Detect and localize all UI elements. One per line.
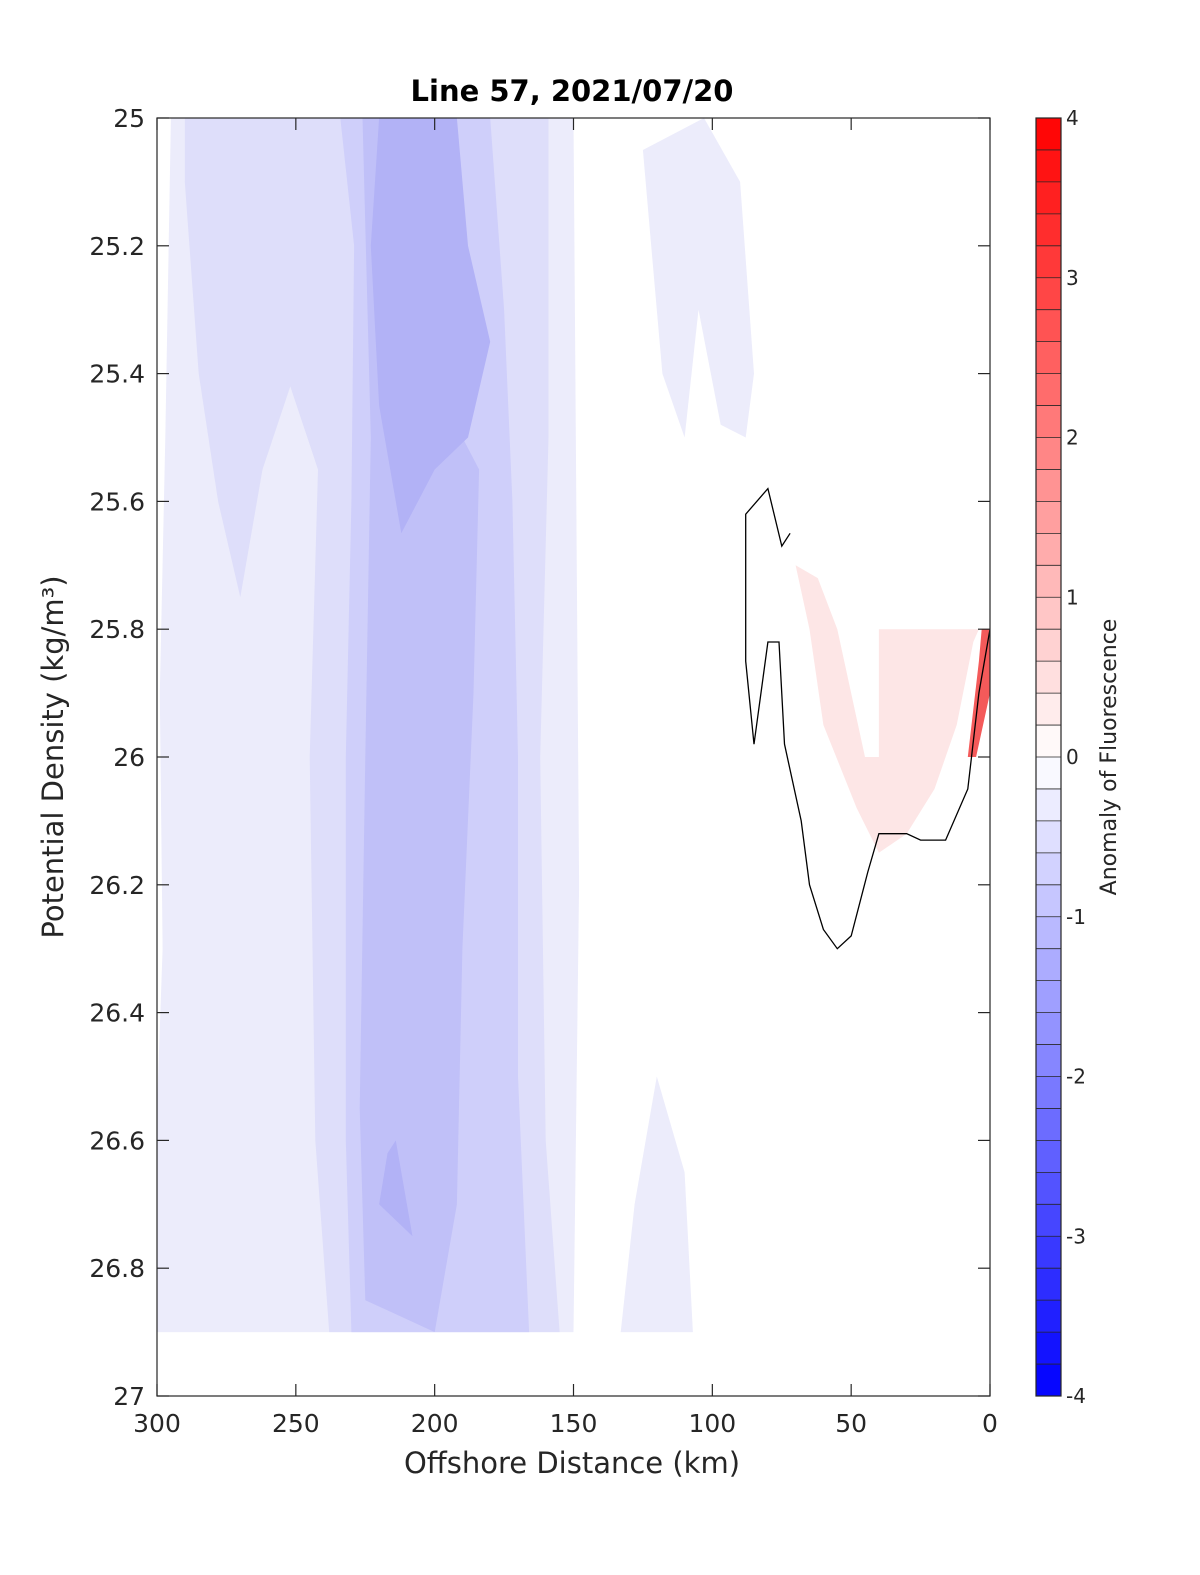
colorbar-level [1036, 1268, 1061, 1301]
x-tick-label: 200 [411, 1409, 459, 1438]
colorbar-tick-label: 0 [1066, 745, 1079, 769]
contour-lines [745, 487, 990, 950]
colorbar-level [1036, 1236, 1061, 1269]
colorbar-level [1036, 980, 1061, 1013]
x-tick-label: 150 [550, 1409, 598, 1438]
colorbar-level [1036, 437, 1061, 470]
contour-region-6 [370, 118, 491, 534]
colorbar-level [1036, 118, 1061, 151]
colorbar-level [1036, 820, 1061, 854]
colorbar-frame [1035, 117, 1062, 1397]
colorbar-level [1036, 1076, 1061, 1109]
colorbar-level [1036, 1204, 1061, 1237]
x-tick-label: 300 [133, 1409, 181, 1438]
colorbar-tick-label: -3 [1066, 1224, 1086, 1248]
colorbar-level [1036, 693, 1061, 726]
colorbar-level [1036, 1300, 1061, 1333]
colorbar-level [1036, 245, 1061, 279]
y-tick-label: 27 [113, 1382, 145, 1411]
colorbar-level [1036, 373, 1061, 406]
colorbar-tick-label: -2 [1066, 1065, 1086, 1089]
colorbar-tick-label: -1 [1066, 905, 1086, 929]
colorbar-tick-label: 1 [1066, 585, 1079, 609]
colorbar-level [1036, 948, 1061, 981]
x-tick-label: 100 [688, 1409, 736, 1438]
x-tick-label: 250 [272, 1409, 320, 1438]
colorbar-level [1036, 629, 1061, 662]
colorbar-level [1036, 1108, 1061, 1141]
contour-regions [157, 118, 990, 1333]
colorbar-level [1036, 277, 1061, 310]
contour-region-1 [642, 118, 754, 438]
colorbar-level [1036, 341, 1061, 374]
y-tick-label: 26.2 [89, 871, 145, 900]
colorbar-level [1036, 884, 1061, 918]
x-tick-label: 50 [835, 1409, 867, 1438]
colorbar-label: Anomaly of Fluorescence [1097, 619, 1122, 896]
colorbar-level [1036, 213, 1061, 247]
y-axis: 25 25.2 25.4 25.6 25.8 26 26.2 26.4 26.6 26.8 27 [89, 104, 990, 1411]
colorbar-level [1036, 1012, 1061, 1045]
colorbar-level [1036, 501, 1061, 534]
colorbar-level [1036, 149, 1061, 183]
colorbar-level [1036, 1364, 1061, 1397]
colorbar-level [1036, 757, 1061, 790]
colorbar-level [1036, 852, 1061, 886]
colorbar-level [1036, 788, 1061, 822]
contour-line-zero [745, 487, 990, 950]
contour-region-7 [379, 1140, 413, 1237]
colorbar-tick-label: 3 [1066, 266, 1079, 290]
colorbar-level [1036, 1172, 1061, 1205]
colorbar-level [1036, 661, 1061, 694]
colorbar-level [1036, 405, 1061, 438]
contour-region-2 [620, 1076, 693, 1333]
colorbar-level [1036, 181, 1061, 215]
y-tick-label: 26.6 [89, 1126, 145, 1155]
colorbar-level [1036, 1140, 1061, 1173]
y-tick-label: 26 [113, 743, 145, 772]
colorbar-level [1036, 1332, 1061, 1365]
y-tick-label: 25 [113, 104, 145, 133]
y-tick-label: 26.8 [89, 1254, 145, 1283]
colorbar-tick-label: 2 [1066, 426, 1079, 450]
x-axis-label: Offshore Distance (km) [404, 1446, 740, 1480]
colorbar-level [1036, 309, 1061, 342]
colorbar-level [1036, 725, 1061, 758]
y-axis-label: Potential Density (kg/m³) [36, 575, 70, 938]
x-axis: 300 250 200 150 100 50 0 [133, 118, 998, 1438]
colorbar-level [1036, 916, 1061, 949]
colorbar-level [1036, 533, 1061, 566]
colorbar-level [1036, 597, 1061, 630]
y-tick-label: 26.4 [89, 999, 145, 1028]
colorbar-level [1036, 1044, 1061, 1077]
x-tick-label: 0 [982, 1409, 998, 1438]
y-tick-label: 25.4 [89, 360, 145, 389]
y-tick-label: 25.6 [89, 487, 145, 516]
y-tick-label: 25.8 [89, 615, 145, 644]
colorbar-level [1036, 565, 1061, 598]
contour-region-8 [795, 565, 979, 853]
colorbar-tick-label: 4 [1066, 106, 1079, 130]
colorbar-level [1036, 469, 1061, 502]
chart-title: Line 57, 2021/07/20 [411, 74, 734, 108]
colorbar-tick-label: -4 [1066, 1384, 1086, 1408]
colorbar: 4 3 2 1 0 -1 -2 -3 -4 [1035, 106, 1086, 1408]
y-tick-label: 25.2 [89, 232, 145, 261]
